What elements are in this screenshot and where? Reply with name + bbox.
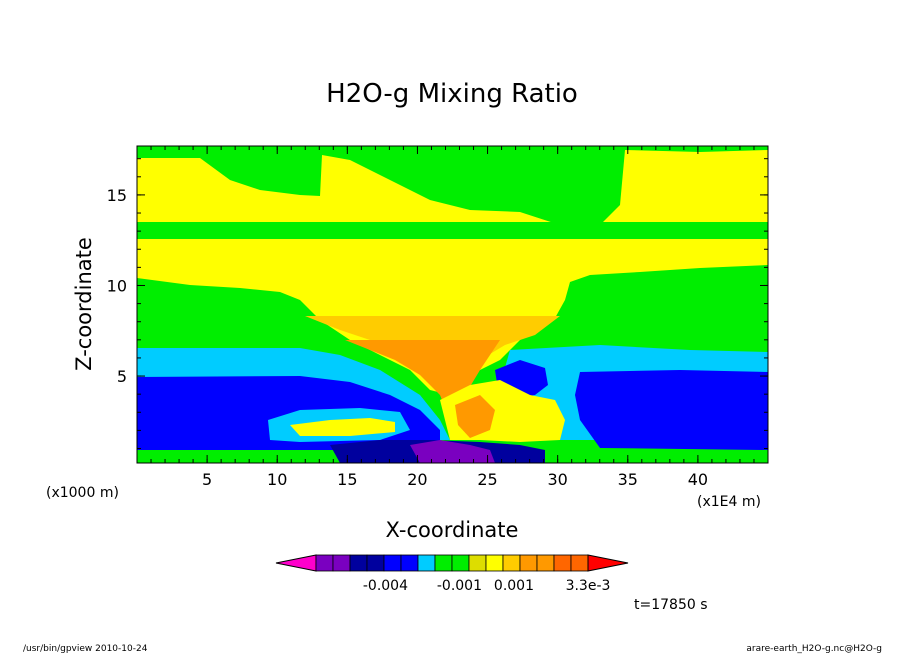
contour-field [137, 146, 768, 463]
y-tick-label: 10 [107, 276, 127, 295]
x-tick-label: 30 [547, 470, 567, 489]
colorbar-tick-label: 3.3e-3 [566, 578, 611, 594]
field-yellow-patch [290, 418, 395, 436]
colorbar [275, 554, 629, 572]
x-tick-label: 40 [688, 470, 708, 489]
colorbar-swatch [383, 554, 402, 572]
colorbar-swatch [400, 554, 419, 572]
colorbar-arrow-left [275, 554, 317, 572]
colorbar-swatch [502, 554, 521, 572]
field-convective-orange [455, 395, 495, 438]
x-tick-labels: 5 10 15 20 25 30 35 40 [202, 470, 708, 489]
field-upper-yellow [137, 150, 768, 225]
field-blue-right [575, 370, 768, 450]
y-tick-label: 5 [117, 367, 127, 386]
colorbar-swatch [349, 554, 368, 572]
colorbar-swatch [536, 554, 555, 572]
x-axis-label: X-coordinate [386, 518, 519, 542]
x-unit-label: (x1E4 m) [697, 494, 761, 510]
chart-title: H2O-g Mixing Ratio [326, 79, 578, 109]
colorbar-swatch [315, 554, 334, 572]
x-tick-label: 20 [407, 470, 427, 489]
y-unit-label: (x1000 m) [46, 485, 119, 501]
colorbar-swatch [570, 554, 589, 572]
y-tick-labels: 5 10 15 [107, 186, 127, 386]
x-tick-label: 25 [477, 470, 497, 489]
y-axis-label: Z-coordinate [72, 237, 96, 371]
field-purple-minima [410, 440, 495, 463]
time-label: t=17850 s [634, 597, 708, 613]
footer-right: arare-earth_H2O-g.nc@H2O-g [746, 644, 882, 654]
colorbar-tick-label: 0.001 [494, 578, 534, 594]
colorbar-swatch [417, 554, 436, 572]
x-tick-label: 5 [202, 470, 212, 489]
colorbar-arrow-right [587, 554, 629, 572]
y-tick-label: 15 [107, 186, 127, 205]
x-tick-label: 15 [337, 470, 357, 489]
colorbar-labels: -0.004 -0.001 0.001 3.3e-3 [363, 578, 611, 594]
axis-ticks [137, 146, 768, 463]
colorbar-swatch [519, 554, 538, 572]
x-tick-label: 35 [618, 470, 638, 489]
colorbar-swatch [332, 554, 351, 572]
colorbar-swatch [434, 554, 453, 572]
colorbar-swatch [485, 554, 504, 572]
colorbar-swatch [451, 554, 470, 572]
colorbar-swatch [553, 554, 572, 572]
colorbar-tick-label: -0.004 [363, 578, 408, 594]
footer-left: /usr/bin/gpview 2010-10-24 [23, 644, 148, 654]
colorbar-swatch [468, 554, 487, 572]
colorbar-swatch [366, 554, 385, 572]
x-tick-label: 10 [267, 470, 287, 489]
field-green-gap [137, 222, 768, 239]
colorbar-tick-label: -0.001 [437, 578, 482, 594]
plot-frame [136, 145, 769, 464]
